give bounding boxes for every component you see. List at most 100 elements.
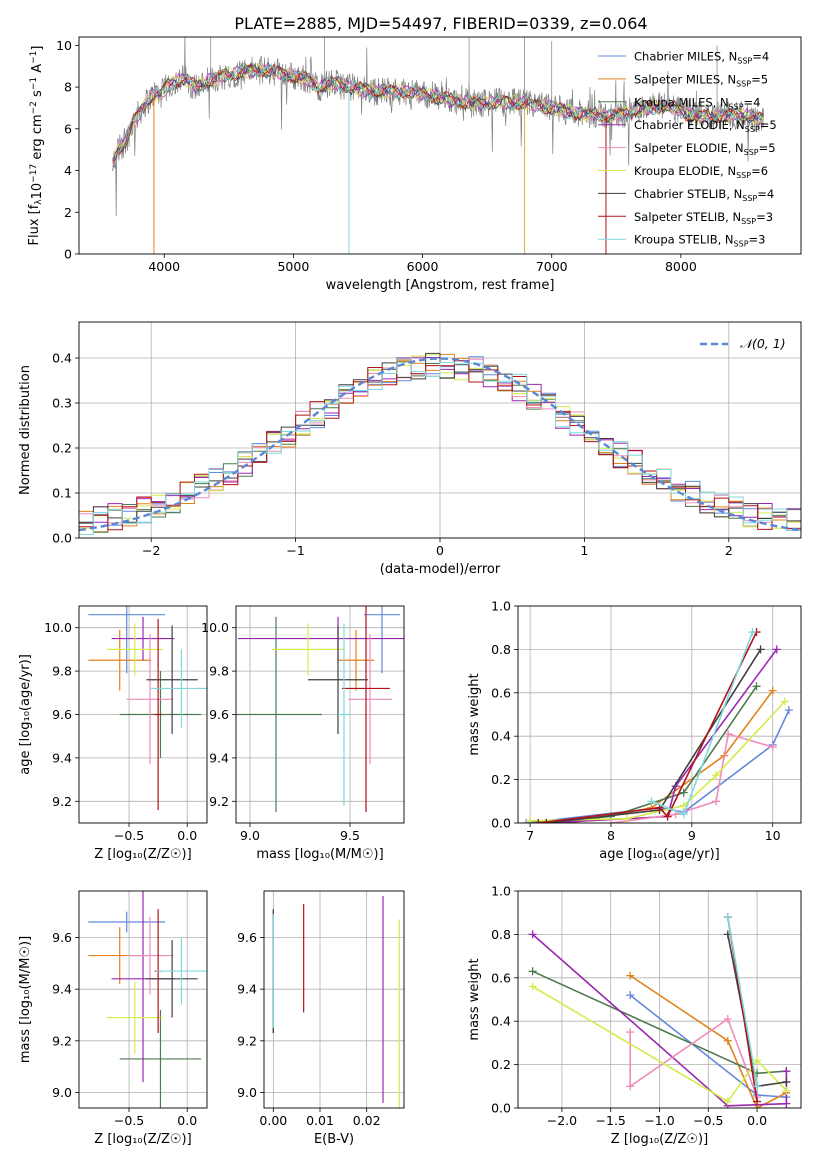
weight-marker xyxy=(626,1082,635,1091)
weight-series-1 xyxy=(526,709,790,823)
y-tick-label: 9.4 xyxy=(52,750,72,765)
legend-label: Salpeter MILES, NSSP=5 xyxy=(634,72,768,88)
y-tick-label: 9.0 xyxy=(52,1085,72,1100)
weight-marker xyxy=(723,1015,732,1024)
legend-entry: Salpeter MILES, NSSP=5 xyxy=(598,72,768,88)
x-axis-label: Z [log₁₀(Z/Z☉)] xyxy=(94,1132,191,1147)
errorbar-9 xyxy=(338,623,350,806)
errorbar-7 xyxy=(146,940,198,1018)
plot-area xyxy=(264,891,404,1108)
y-tick-label: 9.8 xyxy=(209,664,229,679)
legend-entry: Chabrier MILES, NSSP=4 xyxy=(598,50,769,66)
y-tick-label: 0.4 xyxy=(52,351,72,366)
weight-series-5 xyxy=(629,1017,758,1098)
x-axis-label: mass [log₁₀(M/M☉)] xyxy=(256,847,383,862)
y-tick-label: 0.0 xyxy=(491,816,511,831)
errorbar-9 xyxy=(155,937,207,1005)
model-line-9 xyxy=(112,62,764,167)
x-tick-label: 0.0 xyxy=(747,1113,767,1128)
x-tick-label: −1.5 xyxy=(596,1113,626,1128)
y-tick-label: 0.1 xyxy=(52,486,72,501)
weight-marker xyxy=(784,706,793,715)
weight-marker xyxy=(528,967,537,976)
y-tick-label: 6 xyxy=(64,121,72,136)
y-axis-label: Normed distribution xyxy=(18,365,33,495)
legend-entry: Salpeter STELIB, NSSP=3 xyxy=(598,210,773,226)
y-tick-label: 1.0 xyxy=(491,884,511,899)
weight-marker xyxy=(528,982,537,991)
plot-area xyxy=(518,891,801,1108)
errorbar-6 xyxy=(106,623,163,676)
weight-marker xyxy=(768,686,777,695)
plot-area xyxy=(79,322,801,538)
legend-entry: Chabrier STELIB, NSSP=4 xyxy=(598,187,774,203)
plot-area xyxy=(79,606,207,823)
x-tick-label: 9 xyxy=(688,828,696,843)
y-tick-label: 9.6 xyxy=(209,707,229,722)
axes-frame xyxy=(235,605,405,824)
x-tick-label: 0.0 xyxy=(177,1113,197,1128)
legend-entry: Salpeter ELODIE, NSSP=5 xyxy=(598,141,776,157)
y-tick-label: 9.2 xyxy=(52,794,72,809)
x-tick-label: 7000 xyxy=(536,259,568,274)
legend-entry: Kroupa MILES, NSSP=4 xyxy=(598,95,760,111)
panel-mass_vs_ebv: 0.00 0.01 0.02 9.0 9.2 9.4 9.6 E(B-V) xyxy=(237,890,405,1147)
y-tick-label: 2 xyxy=(64,205,72,220)
errorbar-5 xyxy=(126,916,174,995)
errorbar-5 xyxy=(126,634,174,765)
y-tick-label: 9.4 xyxy=(52,982,72,997)
weight-marker xyxy=(623,814,632,823)
x-axis-label: Z [log₁₀(Z/Z☉)] xyxy=(94,847,191,862)
weight-marker xyxy=(626,971,635,980)
x-axis-label: wavelength [Angstrom, rest frame] xyxy=(326,278,555,293)
weight-marker xyxy=(782,1086,791,1095)
weight-marker xyxy=(782,1067,791,1076)
x-tick-label: −0.5 xyxy=(114,1113,144,1128)
y-axis-label: mass weight xyxy=(467,958,482,1040)
x-tick-label: 8000 xyxy=(665,259,697,274)
weight-marker xyxy=(753,1097,762,1106)
weight-marker xyxy=(679,810,688,819)
weight-marker xyxy=(526,816,535,823)
y-tick-label: 9.0 xyxy=(237,1085,257,1100)
x-tick-label: −0.5 xyxy=(114,828,144,843)
axes-frame xyxy=(78,36,802,255)
weight-marker xyxy=(606,819,615,823)
legend-label: 𝒩(0, 1) xyxy=(740,336,786,351)
y-axis-label: mass weight xyxy=(467,673,482,755)
y-tick-label: 8 xyxy=(64,80,72,95)
weight-marker xyxy=(772,645,781,654)
y-tick-label: 9.2 xyxy=(209,794,229,809)
weight-marker xyxy=(753,1082,762,1091)
errorbar-8 xyxy=(342,606,390,813)
y-tick-label: 0.8 xyxy=(491,642,511,657)
errorbar-3 xyxy=(119,1009,202,1108)
axes-frame xyxy=(78,890,208,1109)
x-tick-label: −2.0 xyxy=(547,1113,577,1128)
y-tick-label: 0.2 xyxy=(491,1057,511,1072)
y-tick-label: 9.6 xyxy=(237,930,257,945)
axes-frame xyxy=(263,890,405,1109)
weight-marker xyxy=(663,812,672,821)
y-tick-label: 0.4 xyxy=(491,1014,511,1029)
y-tick-label: 10.0 xyxy=(201,620,229,635)
weight-marker xyxy=(712,771,721,780)
legend-label: Chabrier MILES, NSSP=4 xyxy=(634,50,769,66)
weight-marker xyxy=(753,1056,762,1065)
errorbar-7 xyxy=(146,625,198,735)
x-tick-label: 8 xyxy=(607,828,615,843)
y-axis-label: mass [log₁₀(M/M☉)] xyxy=(18,936,33,1063)
legend-entry: Chabrier ELODIE, NSSP=5 xyxy=(598,118,777,134)
plot-area xyxy=(518,606,801,823)
weight-marker xyxy=(768,743,777,752)
weight-marker xyxy=(712,797,721,806)
x-tick-label: 0.02 xyxy=(353,1113,381,1128)
x-tick-label: 9.5 xyxy=(340,828,360,843)
y-tick-label: 0.3 xyxy=(52,396,72,411)
y-tick-label: 9.6 xyxy=(52,930,72,945)
y-tick-label: 9.2 xyxy=(52,1033,72,1048)
x-tick-label: 0.01 xyxy=(306,1113,334,1128)
errorbar-1 xyxy=(88,911,166,933)
errorbar-2 xyxy=(88,629,152,691)
errorbar-6 xyxy=(106,981,163,1054)
